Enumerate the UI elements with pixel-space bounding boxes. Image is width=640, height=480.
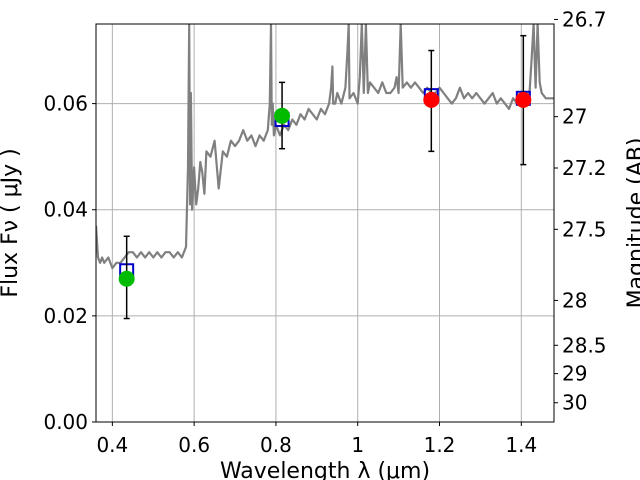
x-tick-label: 0.6	[178, 433, 210, 457]
y2-axis: 26.7 27 27.2 27.5 28 28.5 29 30	[554, 7, 607, 415]
y-tick-label: 0.02	[43, 304, 88, 328]
y2-tick-label: 29	[562, 362, 587, 386]
y-axis: 0.00 0.02 0.04 0.06	[43, 92, 96, 434]
y2-axis-label: Magnitude (AB)	[624, 138, 640, 309]
y-tick-label: 0.06	[43, 92, 88, 116]
x-axis-label: Wavelength λ (μm)	[220, 459, 430, 480]
x-tick-label: 0.8	[260, 433, 292, 457]
observed-point	[274, 107, 291, 124]
y2-tick-label: 27	[562, 105, 587, 129]
observed-point	[423, 91, 440, 108]
y2-tick-label: 27.5	[562, 217, 607, 241]
y-tick-label: 0.00	[43, 410, 88, 434]
y2-tick-label: 28.5	[562, 333, 607, 357]
x-tick-label: 1.4	[505, 433, 537, 457]
plot-area	[96, 24, 554, 270]
plot-frame	[95, 23, 555, 423]
y-tick-label: 0.04	[43, 198, 88, 222]
x-tick-label: 0.4	[96, 433, 128, 457]
y2-tick-label: 26.7	[562, 7, 607, 31]
x-axis: 0.4 0.6 0.8 1 1.2 1.4	[96, 422, 537, 457]
y-axis-label: Flux Fν ( μJy )	[0, 148, 23, 297]
spectrum-line	[96, 24, 554, 270]
observed-point	[118, 270, 135, 287]
y2-tick-label: 28	[562, 288, 587, 312]
x-tick-label: 1.2	[424, 433, 456, 457]
observed-point	[515, 91, 532, 108]
data-markers	[118, 34, 532, 320]
x-tick-label: 1	[351, 433, 364, 457]
y2-tick-label: 27.2	[562, 156, 607, 180]
y2-tick-label: 30	[562, 391, 587, 415]
